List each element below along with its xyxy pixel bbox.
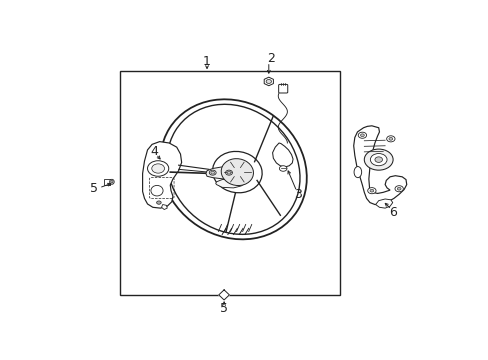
Ellipse shape [221,159,253,185]
Circle shape [360,134,364,136]
Polygon shape [205,166,239,179]
Polygon shape [375,199,392,208]
Polygon shape [215,177,246,188]
Circle shape [364,149,392,170]
Text: 2: 2 [267,52,275,65]
Circle shape [374,157,382,162]
Ellipse shape [111,181,113,183]
Polygon shape [218,290,229,300]
Ellipse shape [212,152,262,193]
Circle shape [367,188,375,194]
Circle shape [210,171,214,174]
Polygon shape [272,143,292,167]
Circle shape [358,132,366,138]
Text: 1: 1 [203,55,210,68]
Circle shape [156,201,161,204]
Text: 6: 6 [388,206,396,219]
Circle shape [209,170,216,175]
Circle shape [226,171,230,174]
Circle shape [369,189,373,192]
Polygon shape [353,126,406,204]
Text: 4: 4 [150,145,158,158]
Circle shape [396,187,400,190]
Circle shape [147,161,168,176]
Bar [120,71,339,296]
Text: 5: 5 [90,182,98,195]
Circle shape [394,186,403,192]
Ellipse shape [151,185,163,196]
Circle shape [225,170,232,175]
Circle shape [386,136,394,142]
Text: 5: 5 [220,302,227,315]
FancyBboxPatch shape [104,179,110,185]
Ellipse shape [160,99,306,239]
Polygon shape [161,204,167,210]
Polygon shape [264,77,273,86]
Circle shape [265,80,271,84]
Ellipse shape [353,167,361,177]
Text: 3: 3 [293,188,301,201]
Circle shape [279,166,286,171]
Ellipse shape [167,104,299,234]
Circle shape [369,153,386,166]
Polygon shape [142,141,181,208]
Ellipse shape [109,179,114,184]
Circle shape [151,164,164,173]
Circle shape [388,138,392,140]
FancyBboxPatch shape [278,84,287,93]
